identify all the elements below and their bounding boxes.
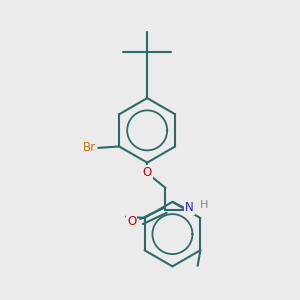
Text: N: N [185,201,194,214]
Text: O: O [127,215,136,228]
Text: O: O [142,166,152,179]
Text: Br: Br [83,141,96,154]
Text: H: H [200,200,208,210]
